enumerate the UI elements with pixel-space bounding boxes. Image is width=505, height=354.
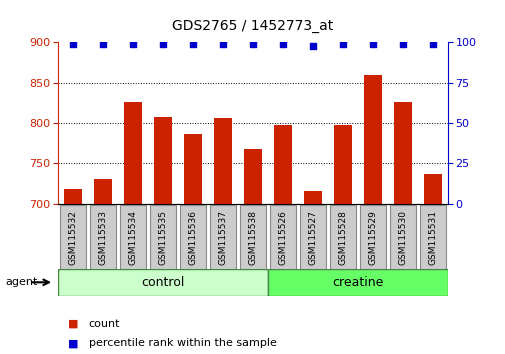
Text: GSM115527: GSM115527 [308, 210, 317, 265]
Text: control: control [141, 276, 184, 289]
Text: GSM115535: GSM115535 [158, 210, 167, 265]
Point [368, 41, 376, 47]
Point [69, 41, 77, 47]
FancyBboxPatch shape [240, 205, 265, 269]
Bar [268, 269, 447, 296]
Bar [304, 192, 321, 204]
FancyBboxPatch shape [120, 205, 145, 269]
Text: GSM115529: GSM115529 [368, 210, 377, 265]
Point [338, 41, 346, 47]
Bar [58, 269, 268, 296]
Text: GSM115536: GSM115536 [188, 210, 197, 265]
Bar [124, 102, 142, 204]
Bar [214, 118, 232, 204]
Point [308, 43, 316, 48]
Text: GSM115528: GSM115528 [338, 210, 347, 265]
FancyBboxPatch shape [419, 205, 445, 269]
Text: GSM115537: GSM115537 [218, 210, 227, 265]
Point [189, 41, 197, 47]
Text: count: count [88, 319, 120, 329]
Text: percentile rank within the sample: percentile rank within the sample [88, 338, 276, 348]
Text: agent: agent [5, 277, 37, 287]
Text: creatine: creatine [332, 276, 383, 289]
Text: GSM115526: GSM115526 [278, 210, 287, 265]
Bar [393, 102, 411, 204]
Text: GDS2765 / 1452773_at: GDS2765 / 1452773_at [172, 19, 333, 34]
Bar [423, 174, 441, 204]
Point [278, 41, 286, 47]
FancyBboxPatch shape [389, 205, 415, 269]
FancyBboxPatch shape [330, 205, 355, 269]
FancyBboxPatch shape [180, 205, 206, 269]
Text: GSM115532: GSM115532 [69, 210, 78, 265]
FancyBboxPatch shape [60, 205, 86, 269]
FancyBboxPatch shape [270, 205, 295, 269]
FancyBboxPatch shape [360, 205, 385, 269]
Point [99, 41, 107, 47]
Bar [333, 125, 351, 204]
Text: GSM115531: GSM115531 [427, 210, 436, 265]
FancyBboxPatch shape [150, 205, 175, 269]
FancyBboxPatch shape [210, 205, 235, 269]
Bar [154, 118, 172, 204]
Bar [273, 125, 291, 204]
Point [219, 41, 227, 47]
Bar [64, 189, 82, 204]
FancyBboxPatch shape [299, 205, 325, 269]
Text: ■: ■ [68, 319, 79, 329]
Text: ■: ■ [68, 338, 79, 348]
Text: GSM115533: GSM115533 [98, 210, 108, 265]
FancyBboxPatch shape [90, 205, 116, 269]
Point [129, 41, 137, 47]
Bar [243, 149, 262, 204]
Text: GSM115530: GSM115530 [397, 210, 407, 265]
Point [248, 41, 257, 47]
Point [398, 41, 406, 47]
Point [159, 41, 167, 47]
Text: GSM115538: GSM115538 [248, 210, 257, 265]
Point [428, 41, 436, 47]
Bar [184, 134, 201, 204]
Bar [94, 179, 112, 204]
Text: GSM115534: GSM115534 [128, 210, 137, 265]
Bar [363, 75, 381, 204]
